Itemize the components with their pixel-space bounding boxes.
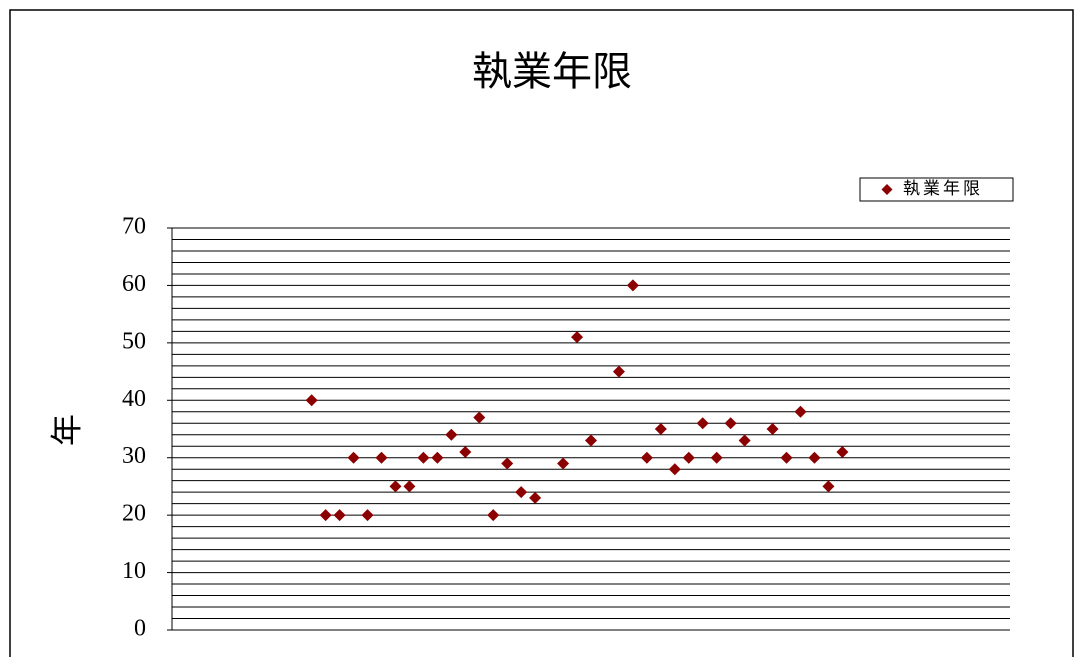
legend-box [859, 177, 1014, 202]
point [738, 434, 751, 447]
point [431, 451, 444, 464]
point [389, 480, 402, 493]
point [794, 405, 807, 418]
point [375, 451, 388, 464]
point [654, 423, 667, 435]
point [445, 428, 458, 441]
y-tick-label: 70 [122, 214, 146, 240]
point [836, 445, 849, 458]
chart-frame [9, 9, 1074, 657]
point [501, 457, 514, 470]
point [710, 451, 723, 464]
point [333, 509, 346, 522]
legend-label: 執業年限 [903, 179, 983, 198]
y-tick-label: 0 [134, 616, 146, 642]
point [822, 480, 835, 493]
y-tick-label: 60 [122, 271, 146, 297]
legend-marker [881, 184, 893, 195]
point [808, 451, 821, 464]
point [668, 463, 681, 476]
chart-title: 執業年限 [472, 49, 632, 94]
point [361, 509, 374, 522]
point [557, 457, 570, 470]
point [571, 331, 584, 344]
point [319, 509, 332, 522]
point [612, 365, 625, 378]
point [696, 417, 709, 430]
point [626, 279, 639, 292]
point [766, 423, 779, 435]
y-tick-label: 10 [122, 558, 146, 584]
point [585, 434, 597, 447]
point [780, 451, 793, 464]
y-tick-label: 40 [122, 386, 146, 412]
point [305, 394, 318, 407]
point [529, 491, 542, 504]
point [417, 451, 430, 464]
point [724, 417, 737, 430]
point [487, 509, 500, 522]
y-tick-label: 50 [122, 328, 146, 354]
y-tick-label: 20 [122, 501, 146, 527]
point [640, 451, 653, 464]
y-axis-label: 年 [48, 414, 84, 446]
y-tick-label: 30 [122, 443, 146, 469]
point [515, 486, 528, 499]
point [682, 451, 695, 464]
point [459, 445, 472, 458]
point [403, 480, 416, 493]
point [347, 451, 360, 464]
point [473, 411, 486, 424]
